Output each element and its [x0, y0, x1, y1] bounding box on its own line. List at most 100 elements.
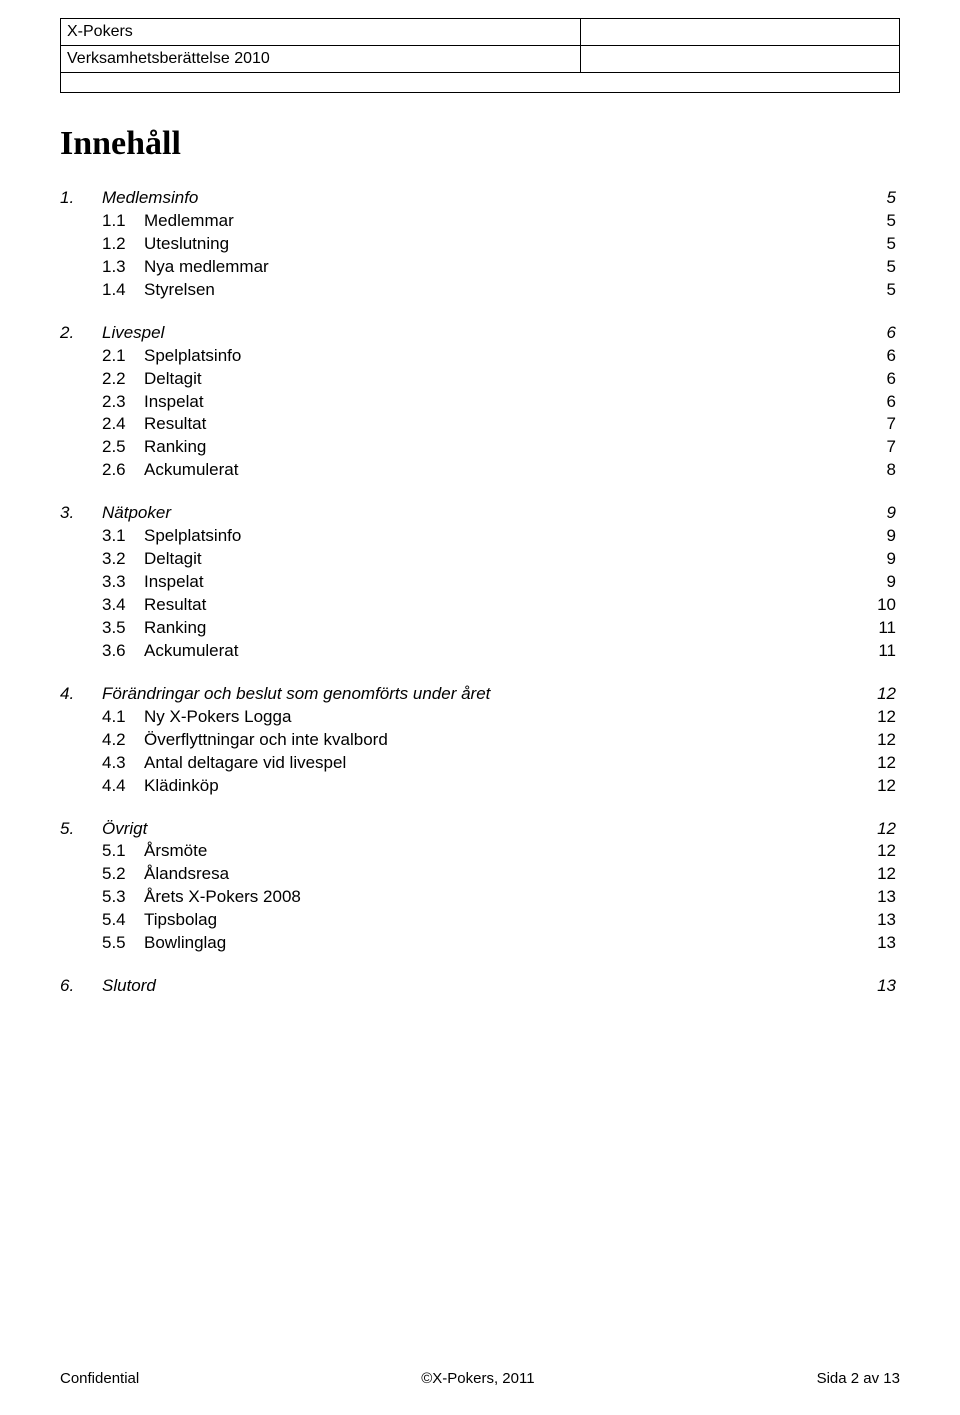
toc-label: Ackumulerat: [144, 459, 238, 482]
toc-entry-level2[interactable]: 2.2Deltagit 6: [60, 368, 900, 391]
toc-label: Deltagit: [144, 368, 202, 391]
toc-entry-level2[interactable]: 2.3Inspelat6: [60, 391, 900, 414]
header-blank-1: [581, 19, 900, 46]
toc-number: 3.: [60, 502, 102, 525]
toc-number: 3.6: [102, 640, 144, 663]
toc-label: Spelplatsinfo: [144, 525, 241, 548]
toc-entry-level1[interactable]: 3.Nätpoker9: [60, 502, 900, 525]
toc-section: 6.Slutord13: [60, 975, 900, 998]
toc-entry-level2[interactable]: 4.1Ny X-Pokers Logga12: [60, 706, 900, 729]
toc-page: 5: [887, 279, 900, 302]
toc-label: Livespel: [102, 322, 164, 345]
toc-label: Resultat: [144, 594, 206, 617]
toc-entry-level2[interactable]: 2.4Resultat 7: [60, 413, 900, 436]
toc-page: 5: [887, 210, 900, 233]
toc-page: 12: [877, 729, 900, 752]
footer-left: Confidential: [60, 1370, 139, 1387]
toc-label: Medlemmar: [144, 210, 234, 233]
toc-label: Ranking: [144, 436, 206, 459]
toc-entry-level2[interactable]: 5.3Årets X-Pokers 200813: [60, 886, 900, 909]
footer-center: ©X-Pokers, 2011: [421, 1370, 534, 1387]
toc-entry-level2[interactable]: 1.4Styrelsen5: [60, 279, 900, 302]
header-blank-row: [61, 73, 900, 93]
toc-number: 3.1: [102, 525, 144, 548]
toc-section: 3.Nätpoker93.1Spelplatsinfo93.2Deltagit9…: [60, 502, 900, 663]
toc-page: 10: [877, 594, 900, 617]
toc-entry-level2[interactable]: 3.3Inspelat9: [60, 571, 900, 594]
toc-page: 12: [877, 752, 900, 775]
toc-entry-level2[interactable]: 5.2Ålandsresa12: [60, 863, 900, 886]
toc-label: Uteslutning: [144, 233, 229, 256]
toc-page: 7: [887, 413, 900, 436]
toc-number: 4.3: [102, 752, 144, 775]
toc-entry-level2[interactable]: 5.1Årsmöte 12: [60, 840, 900, 863]
toc-label: Årsmöte: [144, 840, 207, 863]
toc-label: Antal deltagare vid livespel: [144, 752, 346, 775]
toc-entry-level1[interactable]: 5.Övrigt12: [60, 818, 900, 841]
toc-entry-level2[interactable]: 3.6Ackumulerat11: [60, 640, 900, 663]
toc-number: 2.5: [102, 436, 144, 459]
toc-label: Tipsbolag: [144, 909, 217, 932]
toc-number: 2.2: [102, 368, 144, 391]
toc-number: 4.4: [102, 775, 144, 798]
toc-number: 2.6: [102, 459, 144, 482]
toc-page: 13: [877, 932, 900, 955]
toc-entry-level2[interactable]: 5.4Tipsbolag 13: [60, 909, 900, 932]
toc-page: 12: [877, 683, 900, 706]
toc-entry-level2[interactable]: 4.3Antal deltagare vid livespel 12: [60, 752, 900, 775]
toc-label: Klädinköp: [144, 775, 219, 798]
toc-entry-level1[interactable]: 6.Slutord13: [60, 975, 900, 998]
toc-page: 12: [877, 706, 900, 729]
toc-label: Medlemsinfo: [102, 187, 198, 210]
toc-number: 5.2: [102, 863, 144, 886]
toc-number: 1.2: [102, 233, 144, 256]
toc-entry-level2[interactable]: 3.1Spelplatsinfo9: [60, 525, 900, 548]
toc-entry-level1[interactable]: 4.Förändringar och beslut som genomförts…: [60, 683, 900, 706]
toc-label: Deltagit: [144, 548, 202, 571]
toc-entry-level2[interactable]: 1.3Nya medlemmar5: [60, 256, 900, 279]
toc-number: 3.4: [102, 594, 144, 617]
toc-section: 4.Förändringar och beslut som genomförts…: [60, 683, 900, 798]
toc-entry-level2[interactable]: 3.5Ranking11: [60, 617, 900, 640]
toc-label: Inspelat: [144, 571, 204, 594]
toc-entry-level2[interactable]: 1.1Medlemmar5: [60, 210, 900, 233]
toc-number: 2.4: [102, 413, 144, 436]
toc-label: Inspelat: [144, 391, 204, 414]
toc-entry-level2[interactable]: 3.4Resultat 10: [60, 594, 900, 617]
header-subtitle: Verksamhetsberättelse 2010: [61, 46, 581, 73]
toc-section: 2.Livespel62.1Spelplatsinfo62.2Deltagit 6…: [60, 322, 900, 483]
toc-number: 5.5: [102, 932, 144, 955]
toc-page: 8: [887, 459, 900, 482]
toc-number: 1.3: [102, 256, 144, 279]
toc-page: 6: [887, 368, 900, 391]
toc-entry-level2[interactable]: 2.5Ranking7: [60, 436, 900, 459]
header-org: X-Pokers: [61, 19, 581, 46]
toc-number: 3.2: [102, 548, 144, 571]
toc-page: 13: [877, 886, 900, 909]
toc-entry-level2[interactable]: 1.2Uteslutning 5: [60, 233, 900, 256]
toc-entry-level1[interactable]: 2.Livespel6: [60, 322, 900, 345]
document-header-table: X-Pokers Verksamhetsberättelse 2010: [60, 18, 900, 93]
toc-entry-level2[interactable]: 2.1Spelplatsinfo6: [60, 345, 900, 368]
toc-entry-level2[interactable]: 2.6Ackumulerat 8: [60, 459, 900, 482]
toc-entry-level2[interactable]: 5.5Bowlinglag13: [60, 932, 900, 955]
toc-page: 5: [887, 233, 900, 256]
toc-label: Ranking: [144, 617, 206, 640]
toc-entry-level2[interactable]: 4.2Överflyttningar och inte kvalbord12: [60, 729, 900, 752]
toc-page: 12: [877, 775, 900, 798]
toc-page: 9: [887, 502, 900, 525]
toc-number: 5.1: [102, 840, 144, 863]
toc-label: Nya medlemmar: [144, 256, 269, 279]
toc-label: Årets X-Pokers 2008: [144, 886, 301, 909]
toc-entry-level2[interactable]: 4.4Klädinköp 12: [60, 775, 900, 798]
toc-number: 5.4: [102, 909, 144, 932]
toc-entry-level2[interactable]: 3.2Deltagit9: [60, 548, 900, 571]
toc-entry-level1[interactable]: 1.Medlemsinfo5: [60, 187, 900, 210]
toc-number: 4.: [60, 683, 102, 706]
toc-label: Ackumulerat: [144, 640, 238, 663]
toc-page: 12: [877, 840, 900, 863]
toc-section: 1.Medlemsinfo51.1Medlemmar51.2Uteslutnin…: [60, 187, 900, 302]
toc-number: 4.2: [102, 729, 144, 752]
toc-label: Resultat: [144, 413, 206, 436]
toc-page: 13: [877, 909, 900, 932]
